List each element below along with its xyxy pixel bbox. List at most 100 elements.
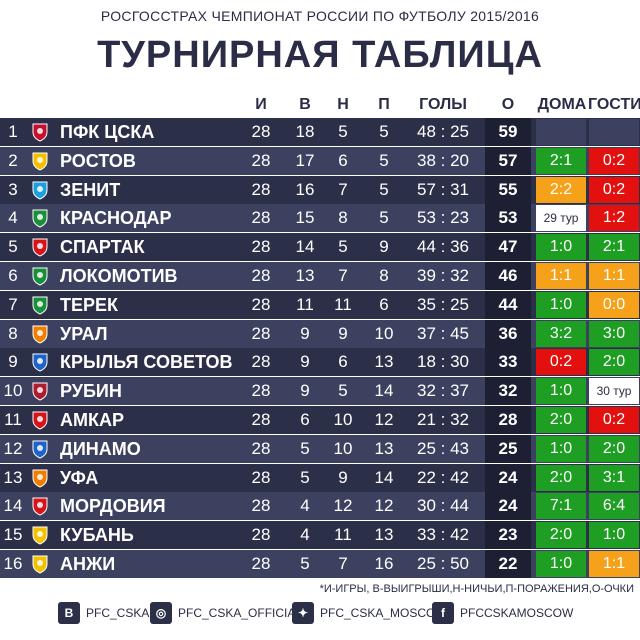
team-name: РОСТОВ	[60, 151, 136, 171]
away-result-cell: 1:1	[589, 263, 639, 289]
games-cell: 28	[251, 122, 271, 141]
team-name: МОРДОВИЯ	[60, 496, 166, 516]
wins-cell: 9	[300, 324, 310, 343]
goals-cell: 48 : 25	[417, 122, 469, 141]
games-cell: 28	[251, 352, 271, 371]
col-losses-header: П	[378, 96, 390, 113]
team-logo-icon	[30, 525, 50, 545]
facebook-icon: f	[432, 602, 454, 624]
draws-cell: 11	[334, 295, 352, 314]
goals-cell: 22 : 42	[417, 468, 469, 487]
twitter-link[interactable]: ✦ PFC_CSKA_MOSCOW	[292, 602, 447, 624]
goals-cell: 57 : 31	[417, 180, 469, 199]
team-name: АНЖИ	[60, 554, 116, 574]
row-background	[0, 320, 640, 348]
home-result-cell: 1:1	[536, 263, 586, 289]
home-result-cell: 2:1	[536, 148, 586, 174]
goals-cell: 37 : 45	[417, 324, 469, 343]
points-cell: 25	[485, 435, 531, 463]
draws-cell: 7	[338, 554, 348, 573]
col-home-header: ДОМА	[537, 96, 587, 113]
instagram-link[interactable]: ◎ PFC_CSKA_OFFICIAL	[150, 602, 302, 624]
games-cell: 28	[251, 439, 271, 458]
draws-cell: 7	[338, 266, 348, 285]
table-row: 14 МОРДОВИЯ 28 4 12 12 30 : 44 24 7:1 6:4	[0, 492, 640, 520]
team-name: КРАСНОДАР	[60, 208, 172, 228]
away-result-cell: 0:2	[589, 148, 639, 174]
home-result-cell: 1:0	[536, 378, 586, 404]
draws-cell: 6	[338, 151, 348, 170]
table-row: 8 УРАЛ 28 9 9 10 37 : 45 36 3:2 3:0	[0, 320, 640, 348]
row-background	[0, 348, 640, 376]
home-result-cell	[536, 119, 586, 145]
position-cell: 14	[3, 496, 23, 515]
points-cell: 23	[485, 521, 531, 549]
team-logo-icon	[30, 439, 50, 459]
position-cell: 13	[3, 468, 23, 487]
draws-cell: 11	[334, 525, 352, 544]
table-row: 15 КУБАНЬ 28 4 11 13 33 : 42 23 2:0 1:0	[0, 521, 640, 549]
points-cell: 46	[485, 262, 531, 290]
goals-cell: 30 : 44	[417, 496, 469, 515]
table-row: 6 ЛОКОМОТИВ 28 13 7 8 39 : 32 46 1:1 1:1	[0, 262, 640, 290]
wins-cell: 11	[296, 295, 314, 314]
twitter-label: PFC_CSKA_MOSCOW	[320, 606, 447, 620]
wins-cell: 5	[300, 468, 310, 487]
away-result-cell: 1:2	[589, 205, 639, 231]
col-wins-header: В	[299, 96, 311, 113]
wins-cell: 4	[300, 496, 310, 515]
wins-cell: 15	[295, 208, 315, 227]
goals-cell: 35 : 25	[417, 295, 469, 314]
away-result-cell	[589, 119, 639, 145]
position-cell: 10	[3, 381, 23, 400]
team-logo-icon	[30, 180, 50, 200]
wins-cell: 4	[300, 525, 310, 544]
table-header: И В Н П ГОЛЫ О ДОМА ГОСТИ	[0, 96, 640, 118]
draws-cell: 5	[338, 122, 348, 141]
losses-cell: 10	[374, 324, 394, 343]
position-cell: 8	[8, 324, 18, 343]
row-background	[0, 147, 640, 175]
position-cell: 15	[3, 525, 23, 544]
losses-cell: 14	[374, 381, 394, 400]
team-logo-icon	[30, 554, 50, 574]
goals-cell: 25 : 50	[417, 554, 469, 573]
draws-cell: 5	[338, 237, 348, 256]
team-name: ПФК ЦСКА	[60, 122, 155, 142]
home-result-cell: 2:0	[536, 522, 586, 548]
losses-cell: 5	[379, 180, 389, 199]
facebook-link[interactable]: f PFCCSKAMOSCOW	[432, 602, 573, 624]
team-name: СПАРТАК	[60, 237, 145, 257]
losses-cell: 14	[374, 468, 394, 487]
away-result-cell: 0:2	[589, 177, 639, 203]
team-name: КУБАНЬ	[60, 525, 134, 545]
home-result-cell: 2:2	[536, 177, 586, 203]
row-background	[0, 406, 640, 434]
home-result-cell: 1:0	[536, 234, 586, 260]
goals-cell: 39 : 32	[417, 266, 469, 285]
team-logo-icon	[30, 266, 50, 286]
draws-cell: 9	[338, 468, 348, 487]
games-cell: 28	[251, 266, 271, 285]
points-cell: 53	[485, 204, 531, 232]
table-row: 11 АМКАР 28 6 10 12 21 : 32 28 2:0 0:2	[0, 406, 640, 434]
losses-cell: 6	[379, 295, 389, 314]
draws-cell: 12	[333, 496, 353, 515]
team-name: ЗЕНИТ	[60, 180, 121, 200]
team-logo-icon	[30, 122, 50, 142]
row-background	[0, 464, 640, 492]
losses-cell: 13	[374, 439, 394, 458]
games-cell: 28	[251, 151, 271, 170]
team-logo-icon	[30, 324, 50, 344]
row-background	[0, 492, 640, 520]
facebook-label: PFCCSKAMOSCOW	[460, 606, 574, 620]
points-cell: 32	[485, 377, 531, 405]
losses-cell: 5	[379, 208, 389, 227]
away-result-cell: 2:1	[589, 234, 639, 260]
team-name: КРЫЛЬЯ СОВЕТОВ	[60, 352, 233, 372]
home-result-cell: 3:2	[536, 321, 586, 347]
vk-link[interactable]: B PFC_CSKA	[58, 602, 149, 624]
position-cell: 6	[8, 266, 18, 285]
away-result-cell: 0:0	[589, 292, 639, 318]
home-result-cell: 1:0	[536, 292, 586, 318]
